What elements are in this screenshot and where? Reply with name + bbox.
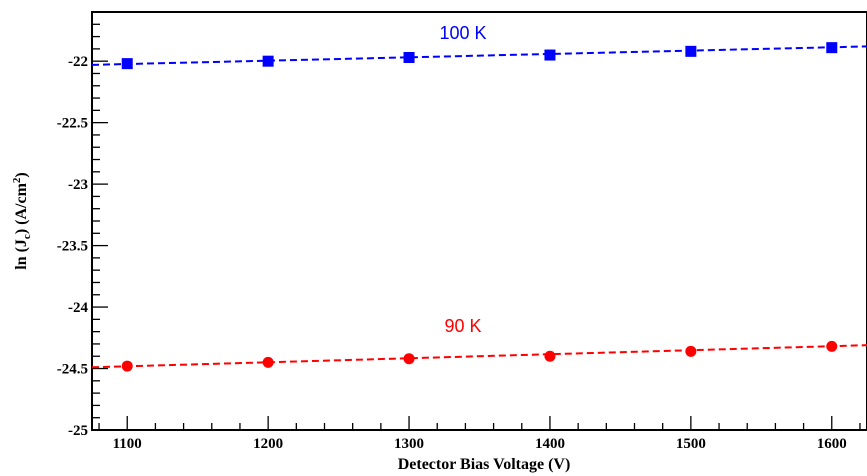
y-axis-title-sub: c	[21, 234, 33, 239]
y-tick-label: -23.5	[57, 239, 88, 255]
data-point	[262, 356, 274, 368]
data-point	[826, 340, 838, 352]
data-point	[403, 353, 415, 365]
y-tick-label: -22.5	[57, 116, 88, 132]
fit-line	[91, 344, 867, 369]
y-tick-label: -25	[68, 423, 88, 439]
data-point	[826, 42, 838, 54]
x-tick-label: 1100	[113, 436, 142, 452]
x-tick-label: 1300	[394, 436, 424, 452]
x-tick-label: 1500	[676, 436, 706, 452]
data-point	[685, 45, 697, 57]
data-point	[121, 58, 133, 70]
x-tick-label: 1400	[535, 436, 565, 452]
y-tick-label: -23	[68, 177, 88, 193]
y-axis-title-mid: ) (A/cm	[13, 182, 30, 234]
y-tick-label: -22	[68, 54, 88, 70]
y-tick-label: -24.5	[57, 362, 88, 378]
series-label-90k: 90 K	[444, 316, 481, 336]
data-point	[121, 360, 133, 372]
series-layer	[91, 42, 867, 372]
x-tick-label: 1200	[253, 436, 283, 452]
series-label-100k: 100 K	[439, 23, 486, 43]
data-point	[262, 55, 274, 67]
data-point	[544, 49, 556, 61]
data-point	[403, 51, 415, 63]
x-axis-title: Detector Bias Voltage (V)	[398, 456, 571, 473]
y-tick-label: -24	[68, 300, 88, 316]
y-axis-title-post: )	[13, 172, 30, 177]
y-axis-title-pre: ln (J	[13, 239, 30, 270]
series-0	[91, 42, 867, 70]
series-1	[91, 340, 867, 372]
fit-line	[91, 45, 867, 66]
y-axis-title: ln (Jc) (A/cm2)	[11, 172, 33, 269]
x-tick-label: 1600	[817, 436, 847, 452]
y-axis-title-sup: 2	[11, 177, 23, 183]
ticks: 1100 1200 1300 1400 1500 1600 -22 -22.5 -23 -23.5…	[57, 11, 861, 452]
plot-frame	[91, 11, 867, 431]
data-point	[544, 350, 556, 362]
data-point	[685, 345, 697, 357]
